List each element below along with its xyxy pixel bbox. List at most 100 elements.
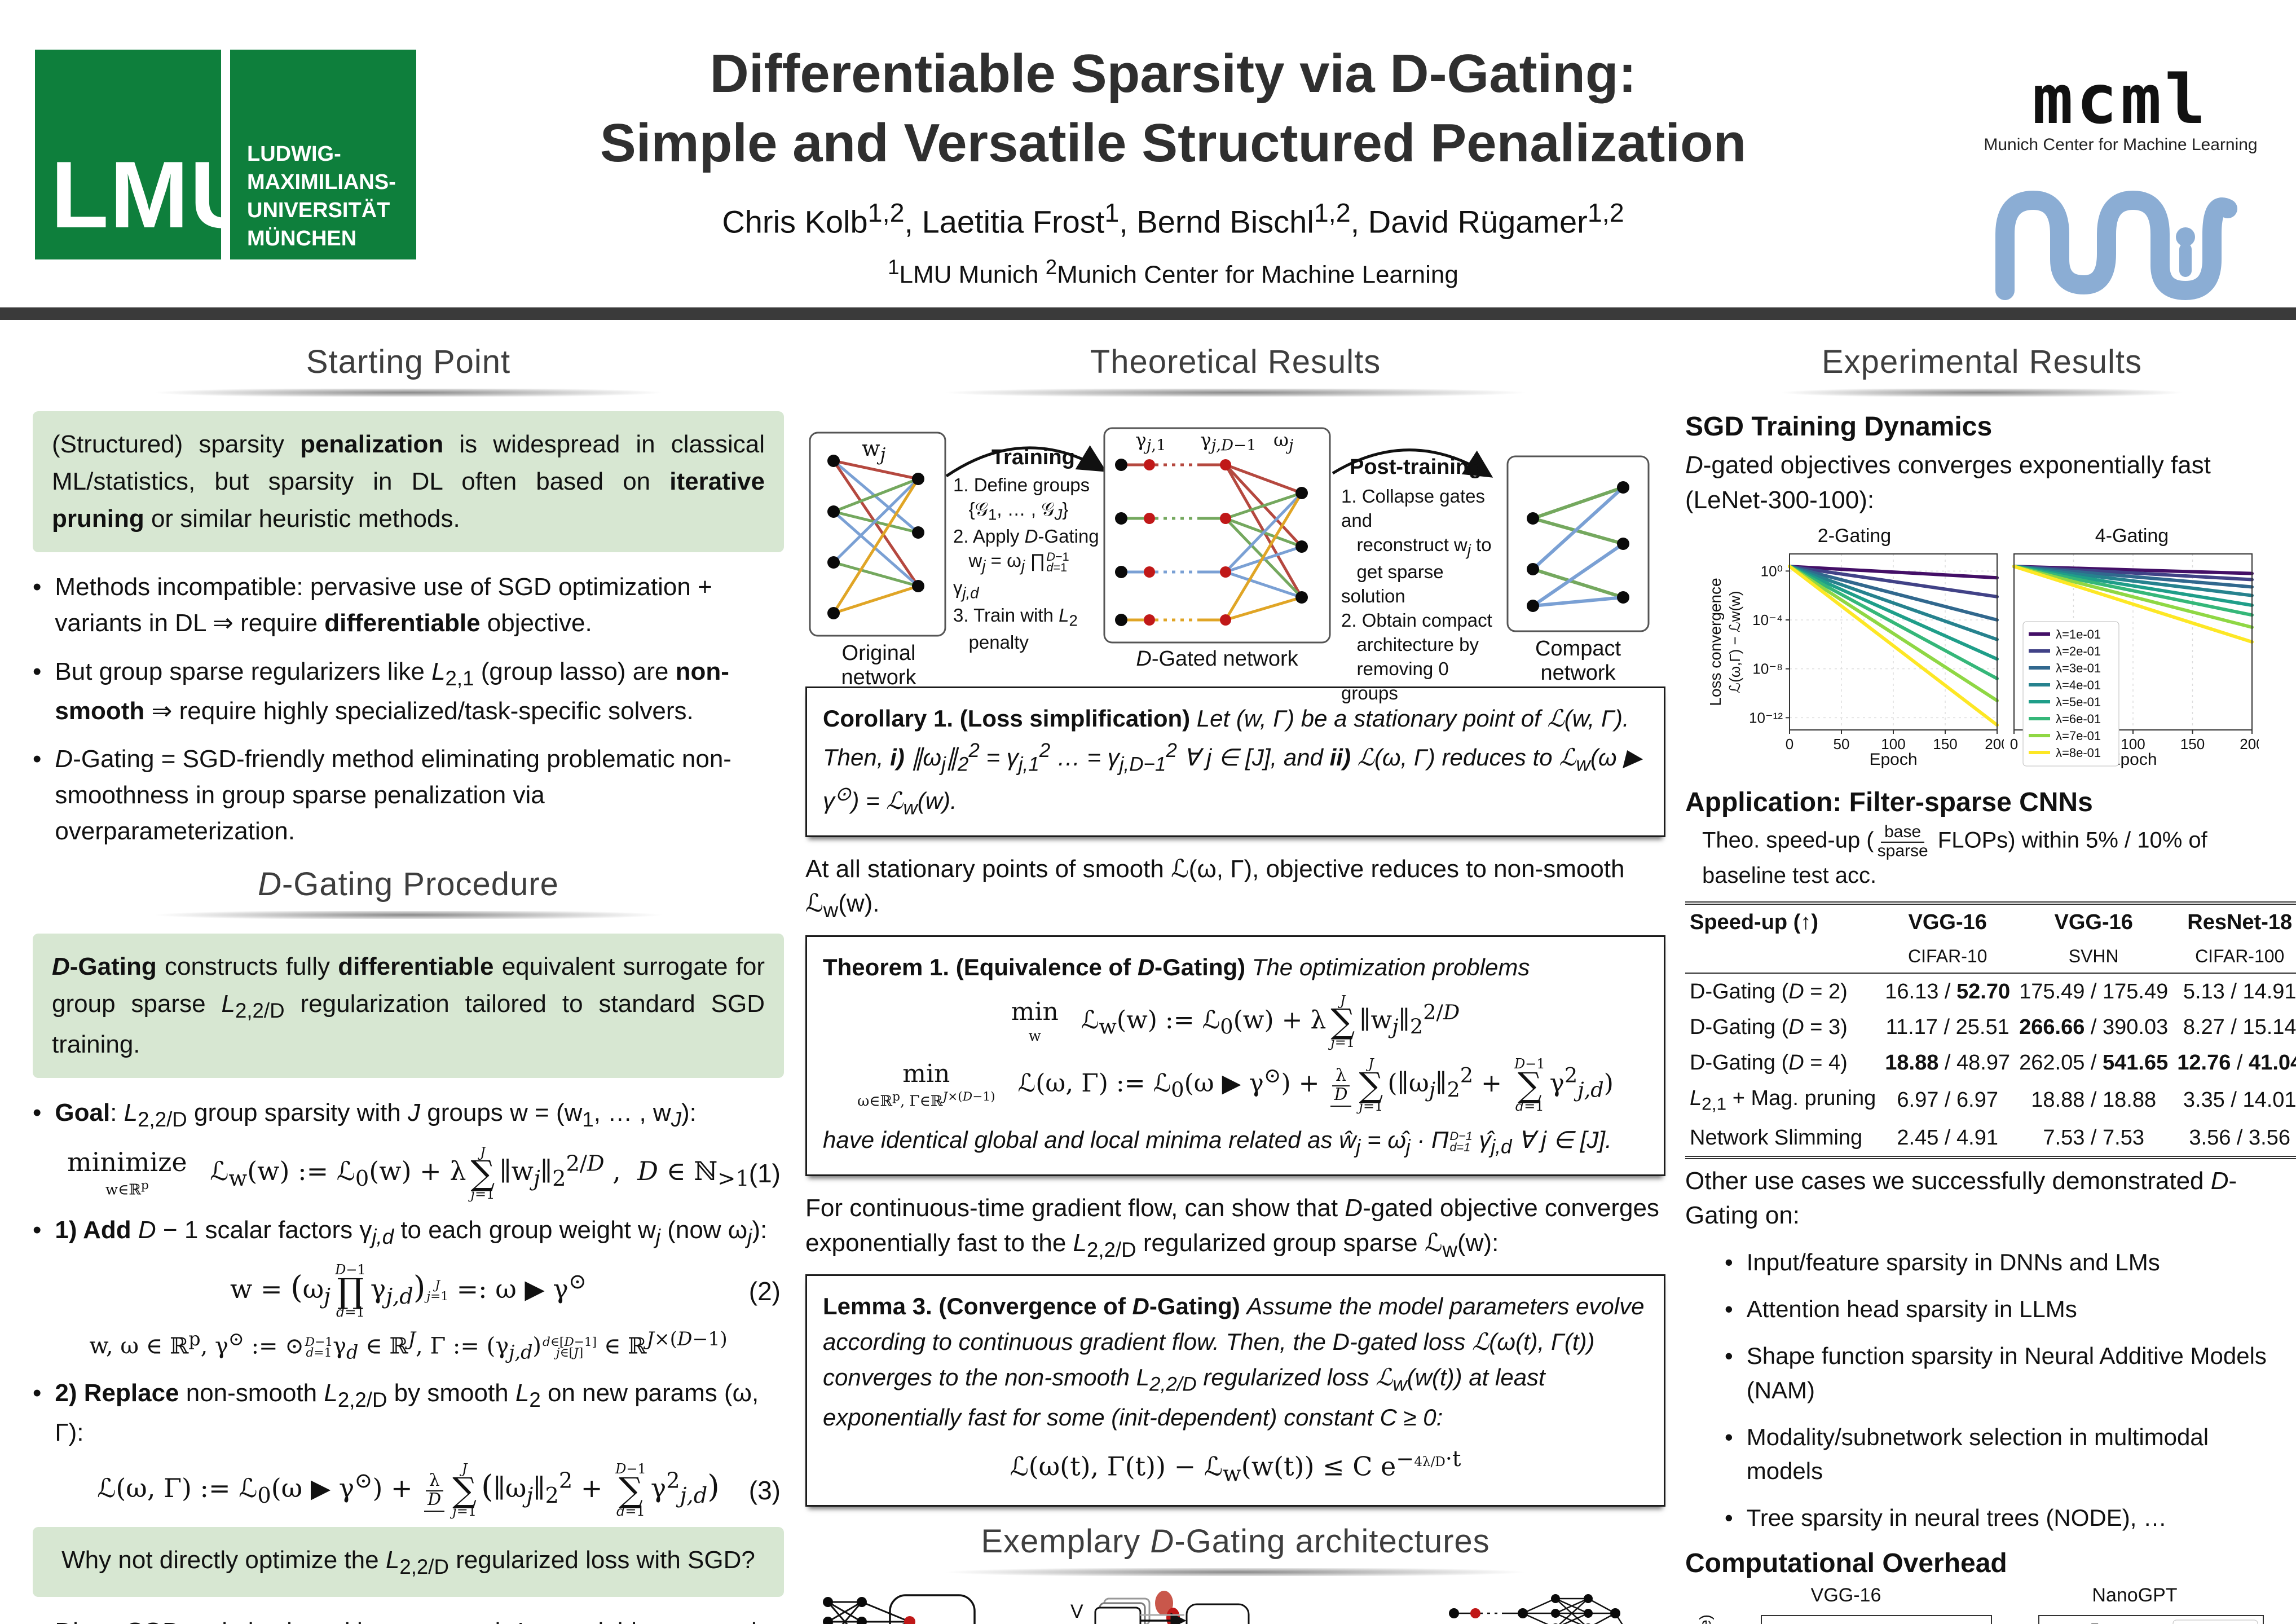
svg-text:Wallclock time (ms/sample): Wallclock time (ms/sample) <box>1696 1614 1714 1624</box>
equation-number: (1) <box>748 1158 781 1188</box>
between-text-2: For continuous-time gradient flow, can s… <box>805 1194 1659 1261</box>
table-col-head: Speed-up (↑) <box>1690 910 1818 935</box>
theorem-box: Theorem 1. (Equivalence of D-Gating) The… <box>805 935 1665 1176</box>
bullet-dot: • <box>1725 1295 1733 1322</box>
overhead-heading: Computational Overhead <box>1685 1548 2007 1579</box>
pipeline-diagram: wj Training 1. Define groups {𝒢1, … , 𝒢J… <box>805 411 1665 703</box>
lemma-equation: ℒ(ω(t), Γ(t)) − ℒw(w(t)) ≤ C e−4λ/D·t <box>1010 1446 1461 1487</box>
svg-text:10⁰: 10⁰ <box>1761 563 1783 580</box>
column-theoretical: Theoretical Results <box>805 327 1665 1624</box>
sgd-dynamics-text: D-gated objectives converges exponential… <box>1685 451 2211 514</box>
table-row: D-Gating (D = 3) 11.17 / 25.51 266.66 / 39… <box>1690 1015 2296 1040</box>
bullet-dot: • <box>33 1216 42 1244</box>
lmu-name-lines: LUDWIG- MAXIMILIANS- UNIVERSITÄT MÜNCHEN <box>247 142 396 251</box>
header-rule <box>0 307 2296 320</box>
bullet-text: Modality/subnetwork selection in multimo… <box>1746 1423 2209 1485</box>
application-heading: Application: Filter-sparse CNNs <box>1685 787 2093 818</box>
gate-label-1: γj,1 <box>1135 429 1166 455</box>
caption-compact-network: Compact network <box>1535 637 1621 685</box>
section-divider <box>1703 389 2261 397</box>
svg-text:10⁻⁴: 10⁻⁴ <box>1752 611 1783 628</box>
svg-text:Vanilla: Vanilla <box>2201 1622 2238 1624</box>
chart-4gating: 4-Gating 050100150200Epochλ=1e-01λ=2e-01… <box>2005 525 2264 777</box>
section-title-experimental: Experimental Results <box>1822 344 2142 380</box>
bullet-dot: • <box>33 657 42 685</box>
bullet-dot: • <box>1725 1342 1733 1369</box>
bullet-item: • But group sparse regularizers like L2,1… <box>33 654 784 729</box>
lemma-text: Lemma 3. (Convergence of D-Gating) Assum… <box>823 1292 1645 1431</box>
table-col-head: ResNet-18 <box>2187 910 2293 935</box>
bullet-text: 2) Replace non-smooth L2,2/D by smooth L… <box>55 1379 759 1447</box>
highlight-box: (Structured) sparsity penalization is wi… <box>33 411 784 552</box>
chart-vgg-overhead: VGG-16 12825651210240.000.050.100.150.20… <box>1694 1585 1998 1624</box>
svg-text:λ=4e-01: λ=4e-01 <box>2056 678 2101 692</box>
bullet-text: Shape function sparsity in Neural Additi… <box>1746 1342 2267 1403</box>
lemma-box: Lemma 3. (Convergence of D-Gating) Assum… <box>805 1274 1665 1507</box>
svg-text:Epoch: Epoch <box>1869 750 1917 769</box>
bullet-item: • Direct SGD optimization with non-smooth… <box>33 1614 784 1624</box>
svg-text:λ=5e-01: λ=5e-01 <box>2056 695 2101 709</box>
lmu-logo: LMU <box>35 50 258 259</box>
svg-text:λ=8e-01: λ=8e-01 <box>2056 746 2101 760</box>
architectures-svg: VKQ <box>823 1590 1623 1624</box>
svg-text:200: 200 <box>1985 736 2004 752</box>
bullet-dot: • <box>1725 1504 1733 1531</box>
mcml-logo: mcml Munich Center for Machine Learning <box>1963 67 2279 155</box>
column-experimental: Experimental Results SGD Training Dynami… <box>1685 327 2296 1624</box>
bullet-text: Goal: L2,2/D group sparsity with J group… <box>55 1098 697 1131</box>
table-subheader-row: CIFAR-10 SVHN CIFAR-100 <box>1685 940 2296 974</box>
sgd-dynamics-heading: SGD Training Dynamics <box>1685 412 1993 442</box>
chart-title: 2-Gating <box>1817 525 1892 547</box>
chart-title: 4-Gating <box>2095 525 2169 547</box>
svg-text:V: V <box>1070 1601 1083 1622</box>
theorem-head: Theorem 1. (Equivalence of D-Gating) The… <box>823 953 1530 980</box>
bullet-item: • 1) Add D − 1 scalar factors γj,d to eac… <box>33 1212 784 1252</box>
section-title-architectures: Exemplary D-Gating architectures <box>981 1522 1490 1560</box>
bullet-item: • Methods incompatible: pervasive use of … <box>33 569 784 641</box>
table-row: L2,1 + Mag. pruning 6.97 / 6.97 18.88 / 18… <box>1690 1086 2296 1114</box>
wj-label: wj <box>862 436 886 465</box>
between-text-1: At all stationary points of smooth ℒ(ω, … <box>805 855 1625 922</box>
bullet-dot: • <box>1725 1423 1733 1450</box>
equation-number: (2) <box>748 1276 781 1306</box>
bullet-dot: • <box>33 1379 42 1407</box>
architectures-diagram: VKQ <box>805 1590 1665 1624</box>
other-use-cases-text: Other use cases we successfully demonstr… <box>1685 1167 2237 1230</box>
corollary-box: Corollary 1. (Loss simplification) Let (… <box>805 686 1665 837</box>
mcml-subtitle: Munich Center for Machine Learning <box>1984 135 2258 154</box>
table-col-head: VGG-16 <box>2054 910 2133 935</box>
section-divider <box>831 1568 1640 1576</box>
affiliations: 1LMU Munich 2Munich Center for Machine L… <box>888 256 1458 289</box>
use-case-item: • Modality/subnetwork selection in multim… <box>1725 1420 2279 1489</box>
bullet-item: • D-Gating = SGD-friendly method eliminat… <box>33 741 784 849</box>
post-training-steps: 1. Collapse gates and reconstruct wj to … <box>1341 486 1492 703</box>
caption-dgated-network: D-Gated network <box>1136 647 1298 671</box>
bullet-text: Methods incompatible: pervasive use of S… <box>55 573 712 637</box>
svg-text:100: 100 <box>1881 736 1905 752</box>
bullet-text: Direct SGD optimization with non-smooth … <box>55 1614 776 1624</box>
section-title-procedure: D-Gating Procedure <box>258 865 559 903</box>
svg-text:10⁻⁸: 10⁻⁸ <box>1752 661 1783 677</box>
column-starting-point: Starting Point (Structured) sparsity pen… <box>33 327 784 1624</box>
svg-text:λ=3e-01: λ=3e-01 <box>2056 661 2101 675</box>
training-steps: 1. Define groups {𝒢1, … , 𝒢J} 2. Apply D-… <box>953 474 1099 653</box>
highlight-box-question: Why not directly optimize the L2,2/D reg… <box>33 1526 784 1597</box>
bullet-dot: • <box>33 1614 41 1624</box>
table-row: Network Slimming 2.45 / 4.91 7.53 / 7.53 3.… <box>1685 1120 2296 1158</box>
table-row: D-Gating (D = 4) 18.88 / 48.97 262.05 / 54… <box>1690 1051 2296 1075</box>
svg-text:100: 100 <box>2121 736 2145 752</box>
gate-label-3: ωj <box>1273 429 1294 455</box>
use-case-item: • Input/feature sparsity in DNNs and LMs <box>1725 1245 2279 1280</box>
svg-text:Loss convergence: Loss convergence <box>1707 578 1724 706</box>
lmu-logo-name: LUDWIG- MAXIMILIANS- UNIVERSITÄT MÜNCHEN <box>230 50 416 259</box>
svg-text:200: 200 <box>2240 736 2259 752</box>
svg-text:50: 50 <box>1834 736 1850 752</box>
bullet-text: Tree sparsity in neural trees (NODE), … <box>1746 1504 2167 1531</box>
theorem-eq-1: min w ℒw(w) := ℒ0(w) + λ J ∑ j=1 ∥wj∥22/D <box>1011 992 1460 1050</box>
authors: Chris Kolb1,2, Laetitia Frost1, Bernd Bi… <box>722 197 1624 240</box>
svg-text:λ=1e-01: λ=1e-01 <box>2056 627 2101 641</box>
section-divider <box>831 389 1640 397</box>
bullet-dot: • <box>33 1098 42 1126</box>
